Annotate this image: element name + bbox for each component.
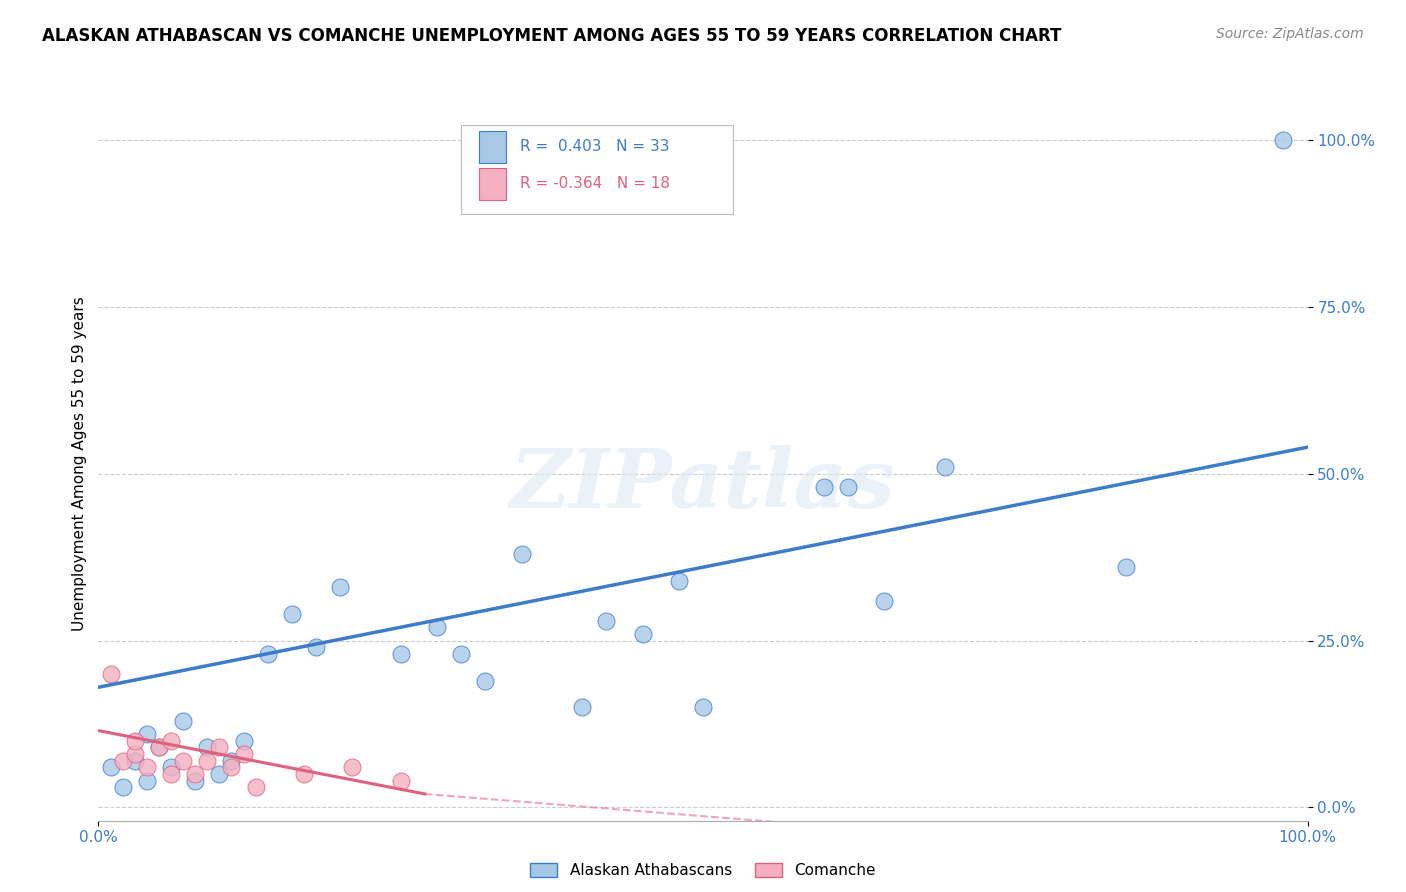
FancyBboxPatch shape [479,130,506,162]
Point [232,747,254,761]
Point [426,620,449,634]
Point [668,574,690,588]
Point [221,760,243,774]
Point [221,754,243,768]
Point [135,773,157,788]
FancyBboxPatch shape [461,125,734,214]
Point [148,740,170,755]
Point [135,760,157,774]
Point [837,480,859,494]
FancyBboxPatch shape [479,168,506,200]
Point [135,727,157,741]
Point [389,773,412,788]
Y-axis label: Unemployment Among Ages 55 to 59 years: Unemployment Among Ages 55 to 59 years [72,296,87,632]
Point [160,733,183,747]
Text: Source: ZipAtlas.com: Source: ZipAtlas.com [1216,27,1364,41]
Point [195,754,218,768]
Point [389,647,412,661]
Point [510,547,533,561]
Point [208,740,231,755]
Point [342,760,364,774]
Point [124,747,146,761]
Point [571,700,593,714]
Point [160,760,183,774]
Text: R = -0.364   N = 18: R = -0.364 N = 18 [520,177,671,191]
Text: ALASKAN ATHABASCAN VS COMANCHE UNEMPLOYMENT AMONG AGES 55 TO 59 YEARS CORRELATIO: ALASKAN ATHABASCAN VS COMANCHE UNEMPLOYM… [42,27,1062,45]
Point [100,667,122,681]
Point [172,714,194,728]
Point [100,760,122,774]
Point [292,767,315,781]
Point [184,767,207,781]
Point [195,740,218,755]
Point [208,767,231,781]
Point [450,647,472,661]
Point [595,614,617,628]
Point [631,627,654,641]
Point [329,580,352,594]
Legend: Alaskan Athabascans, Comanche: Alaskan Athabascans, Comanche [524,857,882,884]
Point [111,754,134,768]
Text: ZIPatlas: ZIPatlas [510,445,896,525]
Point [124,754,146,768]
Point [474,673,496,688]
Point [256,647,278,661]
Point [232,733,254,747]
Point [873,593,896,607]
Point [184,773,207,788]
Point [1272,133,1295,147]
Point [813,480,835,494]
Point [305,640,328,655]
Point [111,780,134,795]
Point [692,700,714,714]
Text: R =  0.403   N = 33: R = 0.403 N = 33 [520,139,669,154]
Point [245,780,267,795]
Point [1115,560,1137,574]
Point [172,754,194,768]
Point [281,607,304,621]
Point [148,740,170,755]
Point [160,767,183,781]
Point [934,460,956,475]
Point [124,733,146,747]
